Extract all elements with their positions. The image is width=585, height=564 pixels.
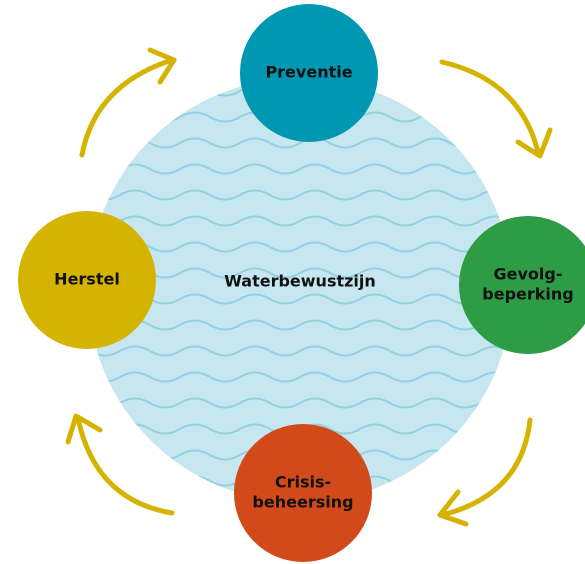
node-label: Preventie <box>265 63 352 82</box>
arrows <box>65 47 553 527</box>
arrow-head <box>65 413 103 445</box>
node-label: beperking <box>482 285 573 304</box>
arrow <box>75 415 175 516</box>
center-label: Waterbewustzijn <box>224 272 376 291</box>
node-circle <box>240 4 378 142</box>
arrow-head <box>147 47 177 85</box>
arrow <box>439 417 533 518</box>
node-label: Herstel <box>54 270 120 289</box>
node-circle <box>234 424 372 562</box>
arrow-head <box>437 489 469 527</box>
node-label: Gevolg- <box>494 265 563 284</box>
arrow-head <box>515 127 553 159</box>
node-label: beheersing <box>252 493 353 512</box>
arrow <box>439 59 541 155</box>
arrow <box>79 57 175 158</box>
water-circle <box>88 78 512 502</box>
node-circle <box>18 211 156 349</box>
node-circle <box>459 216 585 354</box>
node-label: Crisis- <box>275 473 331 492</box>
